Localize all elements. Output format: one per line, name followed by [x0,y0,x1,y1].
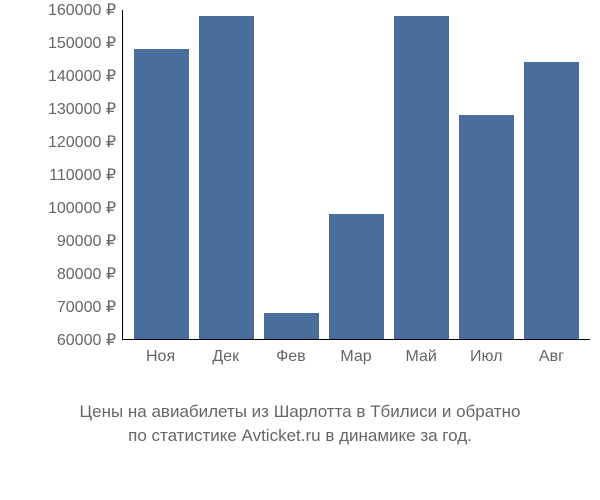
x-tick-label: Июл [459,348,514,366]
caption-line-2: по статистике Avticket.ru в динамике за … [0,424,600,448]
chart-caption: Цены на авиабилеты из Шарлотта в Тбилиси… [0,400,600,448]
bar [134,49,189,339]
y-tick-label: 100000 ₽ [48,198,116,218]
bar [459,115,514,339]
bar [329,214,384,339]
bar [199,16,254,339]
bar [524,62,579,339]
bar [264,313,319,339]
y-tick-label: 60000 ₽ [57,330,116,350]
y-tick-label: 150000 ₽ [48,33,116,53]
x-tick-label: Ноя [133,348,188,366]
x-tick-label: Авг [524,348,579,366]
y-tick-label: 110000 ₽ [49,165,116,185]
x-tick-label: Мар [328,348,383,366]
y-tick-label: 120000 ₽ [48,132,116,152]
plot-area [122,10,590,340]
price-chart: 60000 ₽ 70000 ₽ 80000 ₽ 90000 ₽ 100000 ₽ 1100… [10,10,590,370]
y-tick-label: 80000 ₽ [57,264,116,284]
caption-line-1: Цены на авиабилеты из Шарлотта в Тбилиси… [0,400,600,424]
bars-container [123,10,590,339]
y-axis: 60000 ₽70000 ₽80000 ₽90000 ₽100000 ₽1100… [10,10,120,340]
x-tick-label: Дек [198,348,253,366]
y-tick-label: 160000 ₽ [48,0,116,20]
x-axis: Ноя Дек Фев Мар Май Июл Авг [122,348,590,366]
y-tick-label: 70000 ₽ [57,297,116,317]
x-tick-label: Май [394,348,449,366]
y-tick-label: 90000 ₽ [57,231,116,251]
x-tick-label: Фев [263,348,318,366]
y-tick-label: 140000 ₽ [48,66,116,86]
y-tick-label: 130000 ₽ [48,99,116,119]
bar [394,16,449,339]
